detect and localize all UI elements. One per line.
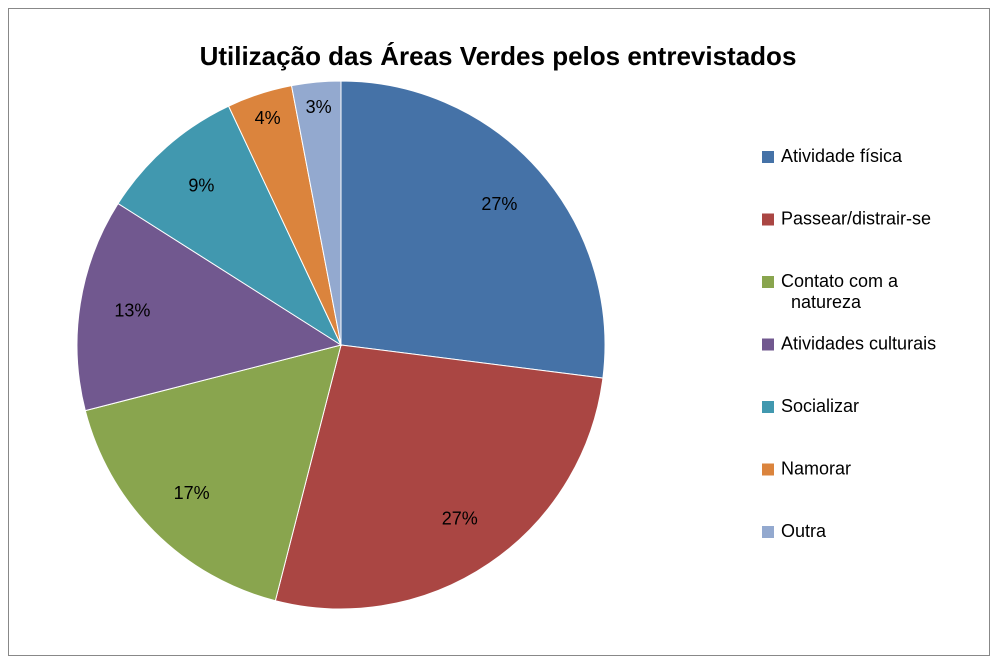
legend-swatch bbox=[762, 463, 774, 476]
legend-swatch bbox=[762, 276, 774, 288]
chart-title: Utilização das Áreas Verdes pelos entrev… bbox=[200, 41, 797, 71]
legend-label: Contato com a natureza bbox=[781, 271, 903, 312]
legend-swatch bbox=[762, 338, 774, 351]
legend-swatch bbox=[762, 526, 774, 538]
pie-slice bbox=[290, 80, 342, 346]
data-label: 4% bbox=[255, 108, 281, 128]
legend-label: Outra bbox=[781, 521, 827, 541]
pie-slice bbox=[84, 344, 342, 602]
legend-label-line: natureza bbox=[791, 292, 862, 312]
legend-swatch bbox=[762, 151, 774, 163]
legend-label-line: Contato com a bbox=[781, 271, 903, 291]
legend-swatch bbox=[762, 213, 774, 226]
data-label: 27% bbox=[442, 508, 478, 528]
data-label: 17% bbox=[174, 483, 210, 503]
data-label: 13% bbox=[114, 301, 150, 321]
legend-label: Passear/distrair-se bbox=[781, 208, 931, 228]
legend-label: Socializar bbox=[781, 396, 859, 416]
legend-label: Namorar bbox=[781, 458, 851, 478]
legend-label: Atividades culturais bbox=[781, 333, 936, 353]
data-label: 27% bbox=[481, 194, 517, 214]
data-label: 9% bbox=[188, 175, 214, 195]
legend-label: Atividade física bbox=[781, 146, 903, 166]
pie-slice bbox=[340, 80, 606, 379]
pie-slice bbox=[76, 202, 343, 412]
pie-slice bbox=[274, 344, 604, 610]
pie-slice bbox=[117, 105, 343, 347]
data-label: 3% bbox=[306, 97, 332, 117]
legend-swatch bbox=[762, 401, 774, 413]
